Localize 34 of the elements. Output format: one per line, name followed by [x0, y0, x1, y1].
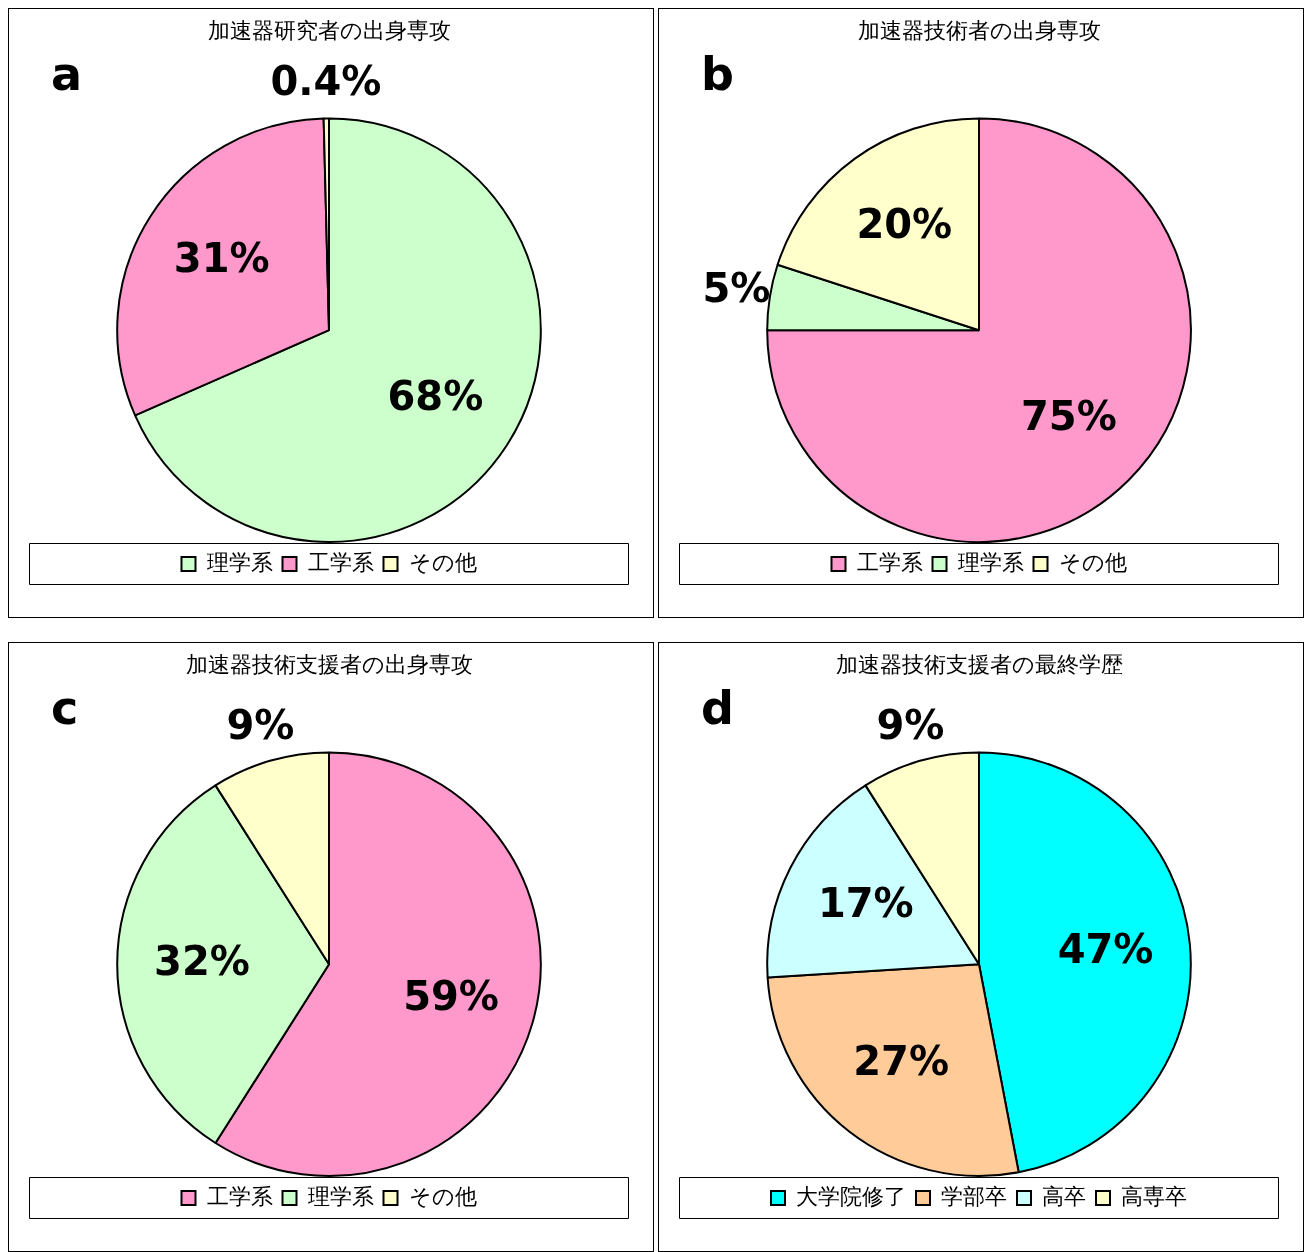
data-label: 0.4% [270, 57, 382, 104]
data-label: 9% [226, 701, 295, 748]
chart-title: 加速器技術支援者の出身専攻 [185, 651, 473, 677]
legend-label: 大学院修了 [796, 1183, 906, 1209]
legend-label: 理学系 [307, 1183, 374, 1209]
data-label: 17% [817, 879, 914, 926]
data-label: 47% [1057, 925, 1154, 972]
data-label: 5% [702, 265, 771, 312]
legend-label: 工学系 [206, 1183, 273, 1209]
data-label: 68% [387, 373, 484, 420]
legend-label: その他 [408, 549, 477, 575]
legend-label: 高専卒 [1121, 1183, 1187, 1209]
legend-label: その他 [408, 1183, 477, 1209]
data-label: 31% [173, 235, 270, 282]
legend-label: 高卒 [1042, 1183, 1086, 1209]
legend-label: 学部卒 [941, 1183, 1007, 1209]
chart-title: 加速器技術者の出身専攻 [857, 17, 1101, 43]
text: d [701, 681, 734, 735]
data-label: 27% [853, 1038, 949, 1084]
data-label: 9% [876, 701, 945, 748]
data-label: 20% [856, 200, 953, 247]
data-label: 32% [154, 937, 250, 984]
text: a [51, 47, 83, 101]
chart-title: 加速器技術支援者の最終学歴 [835, 651, 1123, 677]
text: c [51, 681, 79, 735]
legend-label: 工学系 [307, 549, 374, 575]
text: b [701, 47, 734, 101]
legend-label: 理学系 [206, 549, 273, 575]
legend-label: 工学系 [856, 549, 923, 575]
data-label: 59% [403, 973, 499, 1020]
data-label: 75% [1020, 393, 1117, 440]
chart-title: 加速器研究者の出身専攻 [207, 17, 451, 43]
legend-label: 理学系 [957, 549, 1024, 575]
legend-label: その他 [1058, 549, 1127, 575]
